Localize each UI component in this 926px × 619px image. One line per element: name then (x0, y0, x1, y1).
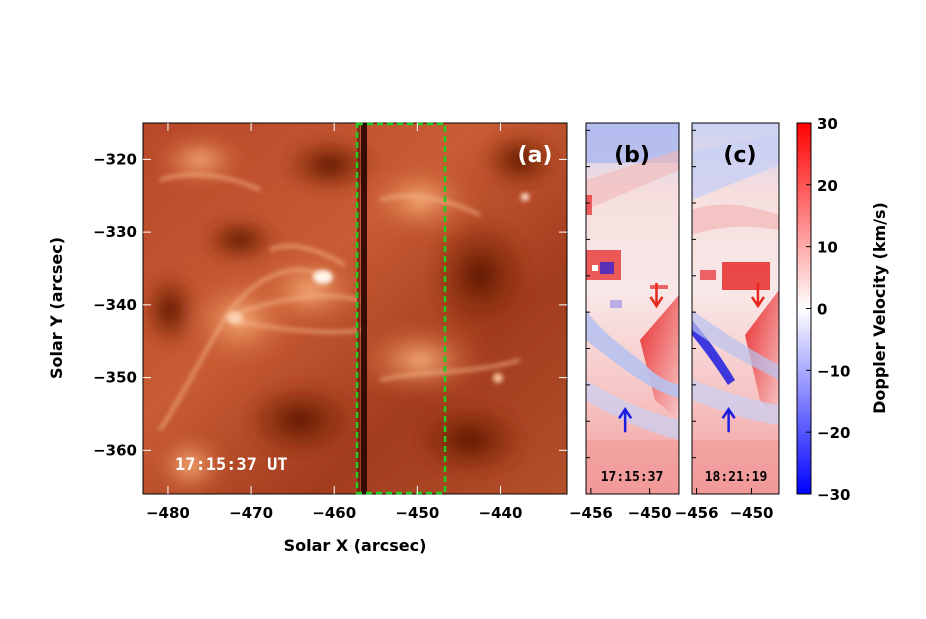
x-tick-label: −480 (146, 504, 190, 522)
panel-c-frame (691, 122, 780, 495)
colorbar-ticks: 30 20 10 0 −10 −20 −30 (806, 115, 850, 504)
x-tick-label: −440 (479, 504, 523, 522)
y-tick-label: −340 (93, 296, 137, 314)
panel-a-frame (142, 122, 568, 495)
y-tick-label: −320 (93, 150, 137, 168)
blueshift-arrow-head (721, 407, 736, 419)
colorbar-tick-label: 30 (817, 115, 838, 133)
panel-a-ticks: −480 −470 −460 −450 −440 −320 −330 −340 −350 −360 (93, 123, 567, 522)
panel-c-ticks: −456 −450 (675, 129, 774, 522)
panel-b-image (586, 123, 679, 494)
colorbar-tick-label: −10 (817, 362, 850, 380)
redshift-arrow-head (750, 296, 765, 309)
y-tick-label: −350 (93, 369, 137, 387)
panel-c-letter: (c) (723, 143, 756, 168)
panel-a-timestamp: 17:15:37 UT (175, 455, 288, 475)
colorbar-tick-label: 10 (817, 239, 838, 257)
x-tick-label: −450 (730, 504, 774, 522)
blueshift-arrow-head (618, 407, 633, 419)
x-tick-label: −450 (395, 504, 439, 522)
x-axis-title: Solar X (arcsec) (284, 536, 427, 555)
x-tick-label: −450 (628, 504, 672, 522)
colorbar-tick-label: −30 (817, 486, 850, 504)
colorbar-tick-label: 0 (817, 301, 827, 319)
panel-b-letter: (b) (614, 143, 650, 168)
x-tick-label: −456 (675, 504, 719, 522)
panel-b-ticks: −456 −450 (569, 129, 672, 522)
panel-c-arrows (721, 282, 765, 433)
y-tick-label: −360 (93, 441, 137, 459)
x-tick-label: −470 (229, 504, 273, 522)
highlight-box (355, 122, 447, 495)
colorbar-tick-label: 20 (817, 177, 838, 195)
redshift-arrow-head (649, 296, 664, 309)
y-axis-title: Solar Y (arcsec) (47, 237, 66, 379)
y-tick-label: −330 (93, 223, 137, 241)
panel-b-frame (585, 122, 680, 495)
x-tick-label: −460 (312, 504, 356, 522)
panel-c-timestamp: 18:21:19 (705, 470, 768, 485)
x-tick-label: −456 (569, 504, 613, 522)
colorbar-label: Doppler Velocity (km/s) (870, 202, 889, 414)
panel-a-letter: (a) (518, 143, 553, 168)
panel-b-arrows (618, 282, 664, 433)
colorbar-tick-label: −20 (817, 424, 850, 442)
panel-c-image (692, 123, 779, 494)
panel-b-timestamp: 17:15:37 (601, 470, 664, 485)
panel-a-image (143, 123, 567, 494)
